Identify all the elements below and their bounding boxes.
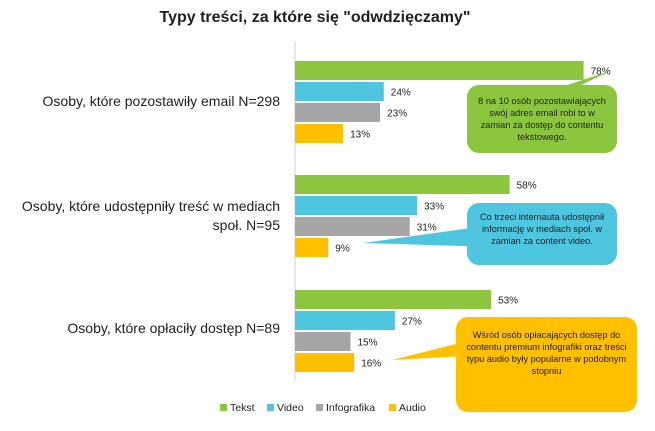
data-label: 33% (424, 202, 444, 213)
legend-swatch-tekst (220, 404, 227, 411)
bar-infografika (295, 332, 351, 351)
bar-video (295, 82, 384, 101)
legend-label: Video (277, 402, 304, 414)
bar-layer (295, 61, 584, 372)
data-label: 13% (350, 130, 370, 141)
category-label: Osoby, które udostępniły treść w mediach… (22, 198, 280, 233)
callout-text: 8 na 10 osób pozostawiających swój adres… (478, 96, 606, 142)
bar-video (295, 311, 395, 330)
bar-audio (295, 124, 344, 143)
bar-tekst (295, 290, 492, 309)
callout-pointer (363, 225, 492, 247)
value-label-layer: 78% 58% 53% 24% 33% 27% 23% 31% 15% 13% 9% 16% (335, 67, 610, 370)
category-label: Osoby, które opłaciły dostęp N=89 (67, 320, 280, 336)
legend-label: Audio (399, 402, 426, 414)
data-label: 31% (417, 223, 437, 234)
data-label: 58% (517, 181, 537, 192)
chart-title: Typy treści, za które się "odwdzięczamy" (160, 9, 471, 26)
data-label: 15% (358, 338, 378, 349)
data-label: 78% (591, 67, 611, 78)
data-label: 27% (402, 317, 422, 328)
category-label-layer: Osoby, które pozostawiły email N=298 Osob… (22, 93, 280, 336)
callout-layer (363, 71, 637, 412)
callout-text: Co trzeci internauta udostępnił informac… (479, 212, 605, 246)
bar-tekst (295, 61, 584, 80)
callout-text: Wśród osób opłacających dostęp do conten… (466, 330, 627, 376)
legend: Tekst Video Infografika Audio (220, 402, 426, 414)
callout-box (467, 85, 617, 153)
legend-swatch-video (267, 404, 274, 411)
category-label-line: społ. N=95 (213, 217, 281, 233)
legend-label: Tekst (230, 402, 255, 414)
data-label: 53% (498, 296, 518, 307)
data-label: 16% (361, 359, 381, 370)
category-label-line: Osoby, które udostępniły treść w mediach (22, 198, 280, 214)
bar-audio (295, 238, 329, 257)
callout-box (467, 203, 617, 265)
category-label-line: Osoby, które opłaciły dostęp N=89 (67, 320, 280, 336)
category-label: Osoby, które pozostawiły email N=298 (43, 93, 281, 109)
legend-label: Infografika (326, 402, 375, 414)
data-label: 24% (391, 88, 411, 99)
callout-box (456, 317, 637, 412)
bar-video (295, 196, 418, 215)
data-label: 23% (387, 109, 407, 120)
bar-infografika (295, 217, 410, 236)
callout-pointer (555, 71, 610, 89)
bar-tekst (295, 175, 510, 194)
category-label-line: Osoby, które pozostawiły email N=298 (43, 93, 281, 109)
legend-swatch-audio (389, 404, 396, 411)
data-label: 9% (335, 244, 350, 255)
legend-swatch-infografika (316, 404, 323, 411)
bar-audio (295, 353, 355, 372)
bar-infografika (295, 103, 381, 122)
